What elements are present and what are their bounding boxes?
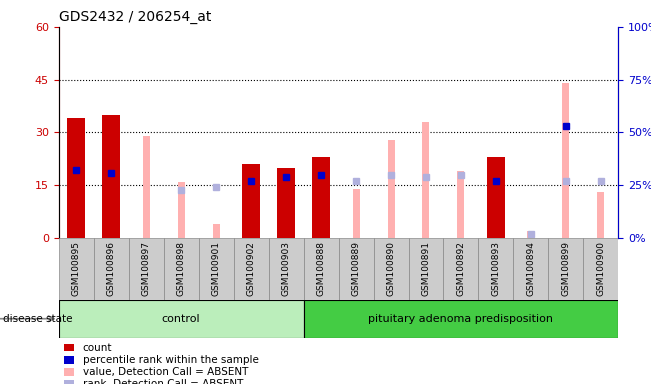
Text: GDS2432 / 206254_at: GDS2432 / 206254_at [59, 10, 211, 25]
Bar [598, 192, 604, 238]
FancyBboxPatch shape [339, 238, 374, 300]
Text: GSM100894: GSM100894 [527, 241, 536, 296]
Bar [562, 83, 570, 238]
Text: GSM100896: GSM100896 [107, 241, 116, 296]
Text: pituitary adenoma predisposition: pituitary adenoma predisposition [368, 314, 553, 324]
FancyBboxPatch shape [374, 238, 409, 300]
Text: GSM100900: GSM100900 [596, 241, 605, 296]
Text: GSM100901: GSM100901 [212, 241, 221, 296]
FancyBboxPatch shape [128, 238, 163, 300]
FancyBboxPatch shape [514, 238, 548, 300]
Bar [178, 182, 185, 238]
FancyBboxPatch shape [303, 238, 339, 300]
Bar [312, 157, 330, 238]
FancyBboxPatch shape [59, 300, 303, 338]
FancyBboxPatch shape [409, 238, 443, 300]
Text: GSM100897: GSM100897 [141, 241, 150, 296]
Bar [352, 189, 359, 238]
FancyBboxPatch shape [199, 238, 234, 300]
Text: control: control [161, 314, 201, 324]
FancyBboxPatch shape [268, 238, 303, 300]
Bar [527, 231, 534, 238]
FancyBboxPatch shape [548, 238, 583, 300]
Text: GSM100889: GSM100889 [352, 241, 361, 296]
FancyBboxPatch shape [234, 238, 268, 300]
FancyBboxPatch shape [583, 238, 618, 300]
FancyBboxPatch shape [478, 238, 514, 300]
Text: GSM100890: GSM100890 [387, 241, 396, 296]
Bar [242, 164, 260, 238]
Bar [458, 171, 464, 238]
Bar [422, 122, 430, 238]
Legend: count, percentile rank within the sample, value, Detection Call = ABSENT, rank, : count, percentile rank within the sample… [64, 343, 258, 384]
Text: GSM100899: GSM100899 [561, 241, 570, 296]
Bar [102, 115, 120, 238]
Text: GSM100891: GSM100891 [421, 241, 430, 296]
Bar [487, 157, 505, 238]
Bar [387, 139, 395, 238]
Bar [212, 224, 219, 238]
Text: GSM100893: GSM100893 [492, 241, 501, 296]
FancyBboxPatch shape [59, 238, 94, 300]
FancyBboxPatch shape [163, 238, 199, 300]
Text: GSM100892: GSM100892 [456, 241, 465, 296]
Text: disease state: disease state [3, 314, 73, 324]
Text: GSM100888: GSM100888 [316, 241, 326, 296]
FancyBboxPatch shape [59, 300, 618, 338]
FancyBboxPatch shape [443, 238, 478, 300]
FancyBboxPatch shape [303, 300, 618, 338]
Text: GSM100903: GSM100903 [281, 241, 290, 296]
Text: GSM100902: GSM100902 [247, 241, 256, 296]
Text: GSM100895: GSM100895 [72, 241, 81, 296]
Text: GSM100898: GSM100898 [176, 241, 186, 296]
Bar [143, 136, 150, 238]
FancyBboxPatch shape [94, 238, 128, 300]
Bar [277, 168, 295, 238]
Bar [67, 118, 85, 238]
